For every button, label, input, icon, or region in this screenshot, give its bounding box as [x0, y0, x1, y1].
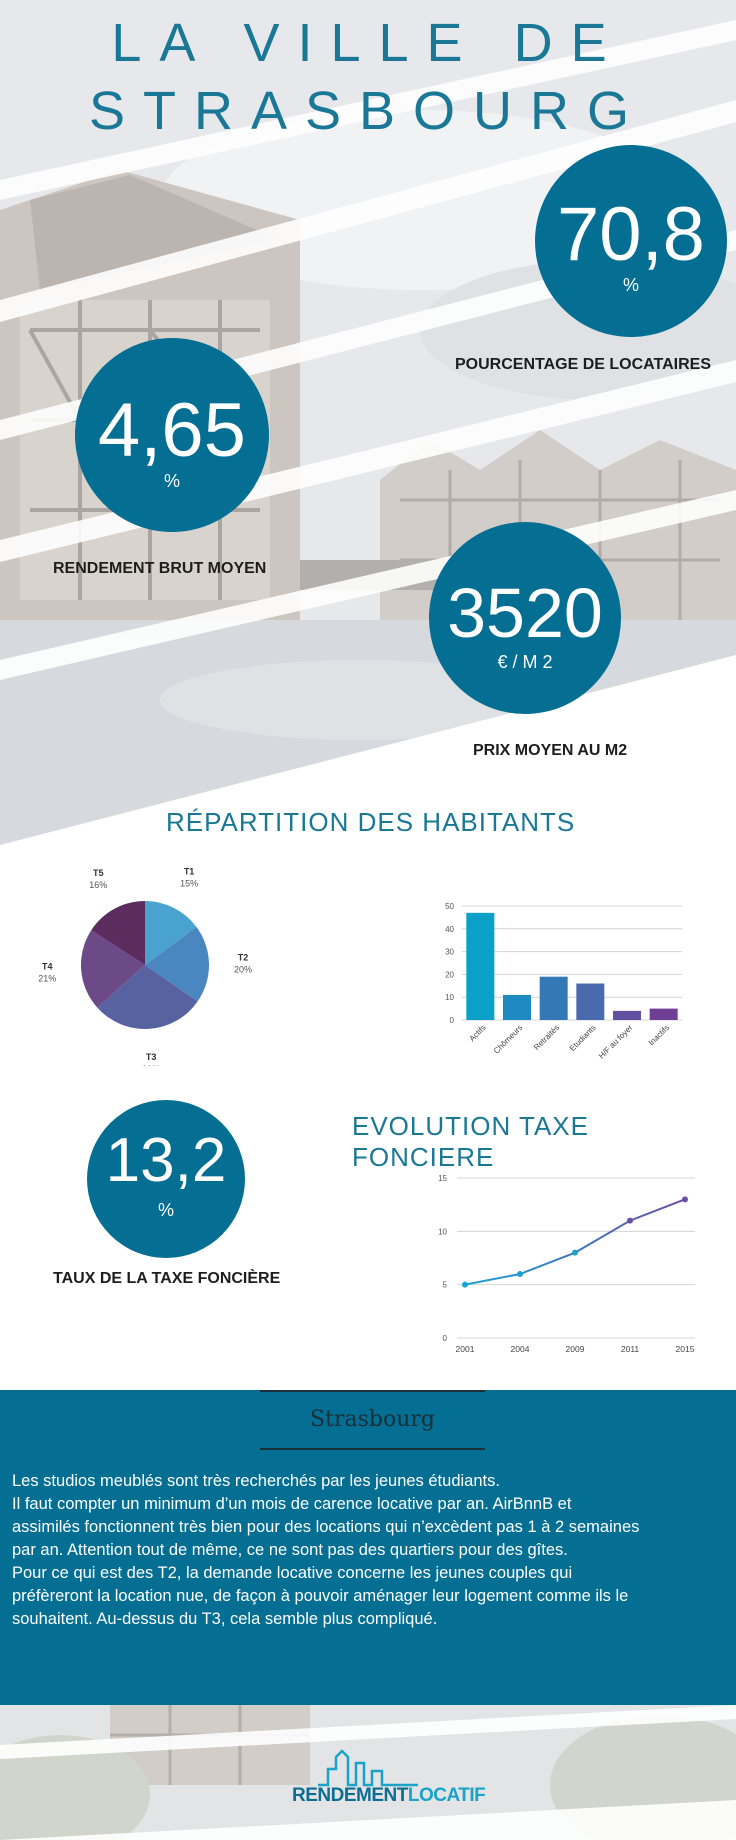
- bar-x-tick: Etudiants: [568, 1023, 598, 1053]
- line-x-tick: 2009: [566, 1344, 585, 1354]
- line-point-2015: [682, 1196, 688, 1203]
- page-title-line1: LA VILLE DE: [111, 13, 625, 73]
- line-point-2001: [462, 1281, 468, 1288]
- pie-label-category: T1: [184, 866, 195, 876]
- pie-chart: T1 15% T2 20% T3 29% T4 21% T5 16%: [38, 866, 252, 1066]
- bar-bars: [466, 912, 678, 1020]
- stat-circle-rendement: 4,65 %: [75, 338, 269, 532]
- bar-y-tick: 10: [445, 993, 454, 1002]
- section-title-repartition: RÉPARTITION DES HABITANTS: [166, 807, 576, 837]
- pie-label-value: 16%: [89, 880, 107, 890]
- logo-text-locatif: LOCATIF: [407, 1785, 486, 1806]
- line-x-tick: 2015: [676, 1344, 695, 1354]
- pie-slice-t4: [80, 930, 145, 1008]
- pie-label-value: 29%: [142, 1064, 160, 1066]
- pie-slice-t2: [145, 926, 210, 1002]
- line-chart: 0 5 10 15 2001 2004 2009 2011 2015: [438, 1174, 695, 1354]
- bar-4: [613, 1010, 641, 1020]
- stat-label-locataires: POURCENTAGE DE LOCATAIRES: [455, 356, 712, 373]
- pie-slice-t5: [91, 901, 145, 965]
- stat-label-rendement: RENDEMENT BRUT MOYEN: [53, 560, 267, 577]
- stat-circle-locataires: 70,8 %: [535, 145, 727, 337]
- line-series: [462, 1196, 688, 1288]
- line-x-tick: 2011: [621, 1344, 640, 1354]
- bar-grid: [462, 905, 682, 1021]
- stat-unit-rendement: %: [163, 471, 180, 491]
- paragraph-line: par an. Attention tout de même, ce ne so…: [12, 1541, 568, 1559]
- line-x-tick: 2001: [456, 1344, 475, 1354]
- logo-skyline-icon: [318, 1749, 418, 1787]
- logo-text-rendement: RENDEMENT: [292, 1785, 408, 1806]
- stat-circle-taxe: 13,2 %: [87, 1100, 245, 1258]
- stat-circle-prix: 3520 € / M 2: [429, 522, 621, 714]
- stat-label-prix: PRIX MOYEN AU M2: [473, 742, 628, 759]
- section-title-evolution: EVOLUTION TAXE FONCIERE: [352, 1111, 589, 1172]
- pie-label-value: 20%: [234, 964, 252, 974]
- bar-y-tick: 40: [445, 925, 454, 934]
- bar-3: [576, 983, 605, 1020]
- bar-x-tick: H/F au foyer: [597, 1023, 635, 1061]
- pie-slice-t3: [97, 965, 198, 1029]
- line-point-2004: [517, 1271, 523, 1277]
- paragraph-line: assimilés fonctionnent très bien pour de…: [12, 1518, 640, 1536]
- line-grid: [457, 1177, 695, 1339]
- bar-5: [649, 1008, 678, 1020]
- pie-slice-t1: [145, 901, 197, 965]
- line-path: [464, 1198, 686, 1286]
- footer: RENDEMENTLOCATIF: [0, 1705, 736, 1840]
- stat-value-taxe: 13,2: [105, 1126, 227, 1195]
- line-y-tick: 15: [438, 1174, 447, 1183]
- stat-unit-prix: € / M 2: [497, 652, 553, 672]
- paragraph-line: préfèreront la location nue, de façon à …: [12, 1587, 629, 1605]
- band-title: Strasbourg: [260, 1390, 485, 1450]
- bar-2: [539, 976, 568, 1020]
- footer-photo-background: [0, 1705, 736, 1840]
- pie-label-category: T2: [238, 952, 249, 962]
- pie-labels: T1 15% T2 20% T3 29% T4 21% T5 16%: [38, 866, 252, 1066]
- footer-logo: RENDEMENTLOCATIF: [292, 1785, 486, 1807]
- pie-label-category: T3: [146, 1052, 157, 1062]
- line-point-2009: [572, 1249, 578, 1256]
- bar-y-tick: 20: [445, 970, 454, 979]
- stat-value-rendement: 4,65: [98, 388, 246, 473]
- pie-slices: [80, 901, 210, 1029]
- bar-x-tick: Chômeurs: [492, 1023, 524, 1055]
- bar-1: [503, 994, 531, 1020]
- line-labels: 0 5 10 15 2001 2004 2009 2011 2015: [438, 1174, 695, 1354]
- stat-unit-locataires: %: [622, 275, 639, 295]
- stat-value-prix: 3520: [447, 574, 603, 652]
- line-point-2011: [627, 1217, 633, 1224]
- bar-chart: 0 10 20 30 40 50 Actifs Chômeurs Retraités Etudia…: [445, 902, 682, 1061]
- paragraph-line: souhaitent. Au-dessus du T3, cela semble…: [12, 1610, 438, 1628]
- bar-y-tick: 30: [445, 948, 454, 957]
- bar-x-tick: Inactifs: [647, 1023, 671, 1047]
- bar-x-tick: Retraités: [532, 1023, 561, 1052]
- paragraph-line: Les studios meublés sont très recherchés…: [12, 1472, 500, 1490]
- line-x-tick: 2004: [511, 1344, 530, 1354]
- description-band: [0, 1390, 736, 1705]
- line-y-tick: 0: [443, 1334, 448, 1343]
- pie-label-category: T5: [93, 868, 104, 878]
- bar-y-tick: 0: [450, 1016, 455, 1025]
- stat-value-locataires: 70,8: [557, 192, 705, 277]
- stat-unit-taxe: %: [157, 1200, 174, 1220]
- bar-x-tick: Actifs: [468, 1023, 488, 1043]
- pie-label-category: T4: [42, 962, 53, 972]
- stat-label-taxe: TAUX DE LA TAXE FONCIÈRE: [53, 1270, 281, 1287]
- pie-label-value: 21%: [38, 974, 56, 984]
- line-y-tick: 5: [443, 1281, 448, 1290]
- line-y-tick: 10: [438, 1227, 447, 1236]
- paragraph-line: Pour ce qui est des T2, la demande locat…: [12, 1564, 573, 1582]
- pie-label-value: 15%: [180, 878, 198, 888]
- paragraph-line: Il faut compter un minimum d’un mois de …: [12, 1495, 572, 1513]
- bar-0: [466, 912, 495, 1020]
- page-title-line2: STRASBOURG: [88, 81, 648, 141]
- bar-y-tick: 50: [445, 902, 454, 911]
- description-paragraph: Les studios meublés sont très recherchés…: [12, 1470, 724, 1631]
